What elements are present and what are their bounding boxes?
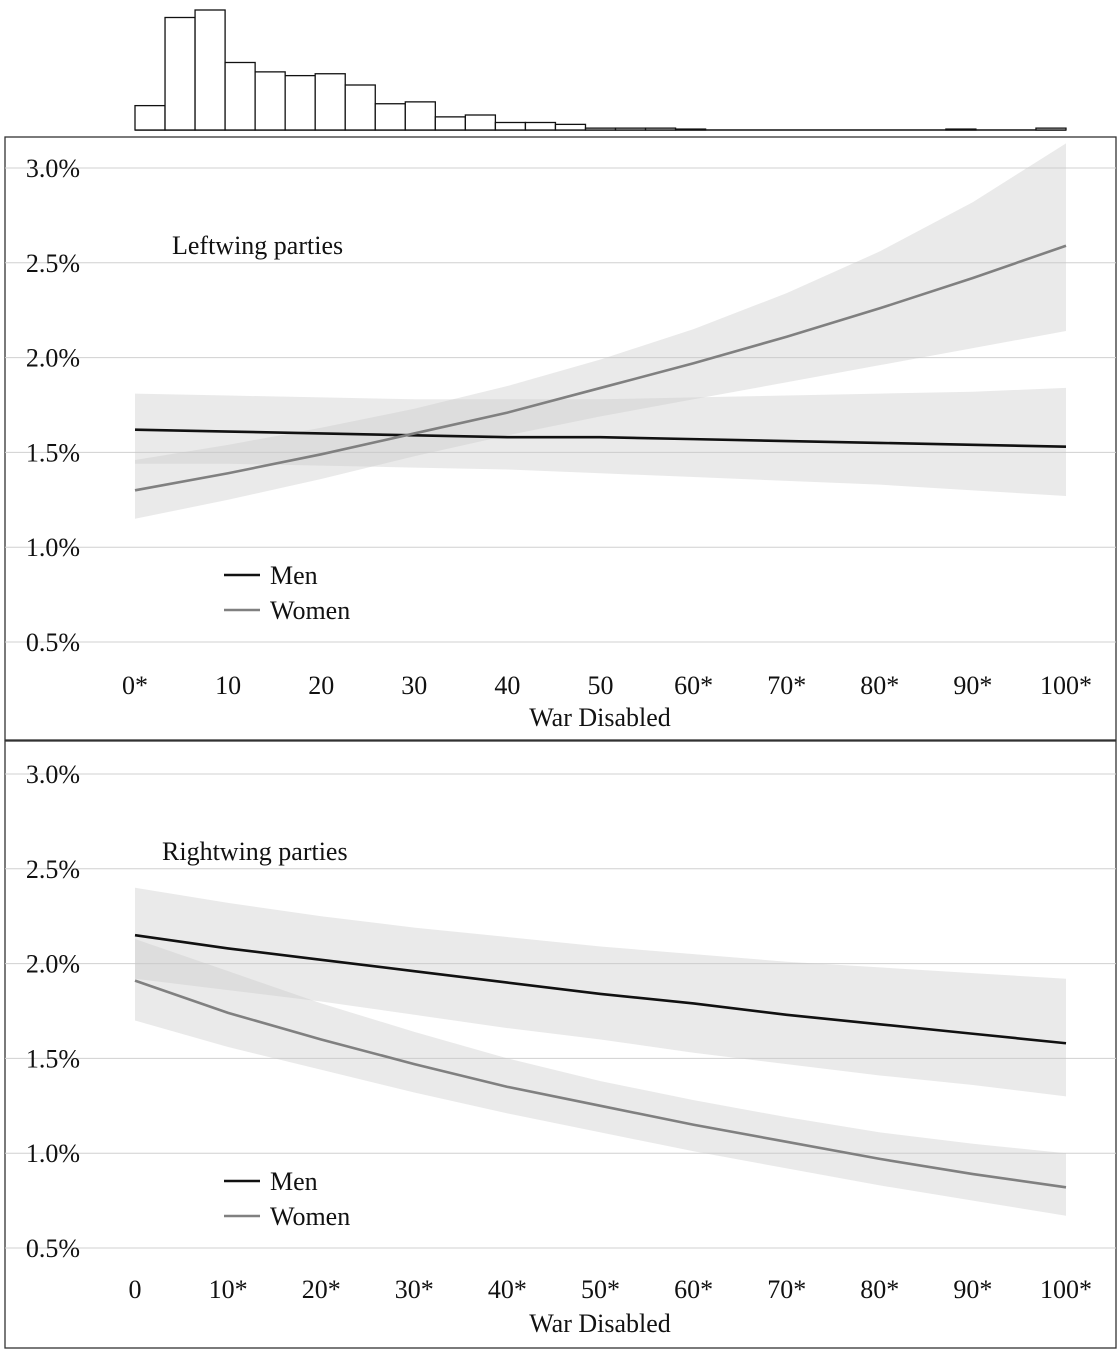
confidence-band — [135, 387, 1066, 497]
histogram-bar — [614, 127, 647, 131]
series-line — [134, 428, 1067, 449]
x-tick-label: 40 — [494, 671, 520, 700]
y-tick-label: 1.5% — [26, 438, 80, 467]
histogram-bar — [254, 71, 286, 131]
x-tick-label: 80* — [860, 1275, 899, 1304]
histogram-bar — [314, 73, 346, 131]
confidence-band — [135, 938, 1066, 1216]
x-tick-label: 40* — [488, 1275, 527, 1304]
x-tick-label: 90* — [953, 671, 992, 700]
x-tick-label: 0 — [129, 1275, 142, 1304]
x-tick-label: 30 — [401, 671, 427, 700]
x-tick-label: 70* — [767, 671, 806, 700]
x-tick-labels: 0* 10 20 30 40 50 60* 70* 80* 90* 100* — [122, 671, 1092, 700]
x-tick-label: 60* — [674, 671, 713, 700]
y-tick-label: 3.0% — [26, 154, 80, 183]
legend-label: Women — [270, 596, 350, 625]
panel-rightwing: 0.5% 1.0% 1.5% 2.0% 2.5% 3.0% 0 10* 20* 30* 40* 50… — [4, 740, 1117, 1349]
legend-label: Women — [270, 1202, 350, 1231]
panel-leftwing: 0.5% 1.0% 1.5% 2.0% 2.5% 3.0% 0* 10 20 30 40 50 60*… — [4, 136, 1117, 741]
histogram-bar — [644, 127, 677, 131]
y-tick-labels: 0.5% 1.0% 1.5% 2.0% 2.5% 3.0% — [26, 154, 80, 657]
panel-title: Rightwing parties — [162, 837, 348, 866]
confidence-band — [135, 887, 1066, 1097]
x-tick-label: 20* — [302, 1275, 341, 1304]
panel-border — [4, 740, 1117, 1349]
histogram-bar — [434, 116, 467, 131]
legend-label: Men — [270, 1167, 318, 1196]
histogram-bar — [134, 104, 166, 131]
x-tick-label: 100* — [1040, 671, 1092, 700]
confidence-band — [135, 143, 1066, 519]
histogram-bar — [945, 128, 977, 131]
y-tick-label: 2.0% — [26, 344, 80, 373]
histogram-bar — [464, 114, 497, 131]
y-tick-label: 1.0% — [26, 1139, 80, 1168]
x-tick-label: 50 — [588, 671, 614, 700]
histogram-bar — [374, 103, 406, 131]
x-tick-label: 70* — [767, 1275, 806, 1304]
x-tick-label: 0* — [122, 671, 148, 700]
histogram-bar — [224, 61, 256, 131]
y-grid — [5, 167, 1116, 643]
series-line — [134, 979, 1067, 1189]
histogram-bar — [554, 123, 587, 131]
x-tick-label: 10* — [209, 1275, 248, 1304]
histogram-bar — [404, 101, 436, 131]
histogram-bar — [674, 128, 707, 131]
y-tick-label: 0.5% — [26, 1234, 80, 1263]
x-tick-label: 100* — [1040, 1275, 1092, 1304]
histogram-bar — [284, 74, 316, 131]
x-tick-label: 10 — [215, 671, 241, 700]
y-tick-label: 0.5% — [26, 628, 80, 657]
histogram-bar — [524, 121, 557, 131]
histogram-bar — [584, 127, 617, 131]
y-tick-label: 1.5% — [26, 1044, 80, 1073]
x-tick-label: 60* — [674, 1275, 713, 1304]
histogram-bar — [344, 84, 376, 131]
y-tick-labels: 0.5% 1.0% 1.5% 2.0% 2.5% 3.0% — [26, 760, 80, 1263]
series-line — [134, 244, 1067, 492]
x-tick-label: 30* — [395, 1275, 434, 1304]
marginal-histogram — [134, 9, 1067, 131]
x-tick-labels: 0 10* 20* 30* 40* 50* 60* 70* 80* 90* 100* — [129, 1275, 1093, 1304]
legend: Men Women — [224, 1167, 350, 1231]
y-tick-label: 3.0% — [26, 760, 80, 789]
x-tick-label: 50* — [581, 1275, 620, 1304]
series-lines — [134, 244, 1067, 492]
histogram-bar — [164, 16, 196, 131]
y-tick-label: 2.5% — [26, 249, 80, 278]
y-tick-label: 2.5% — [26, 855, 80, 884]
x-tick-label: 90* — [953, 1275, 992, 1304]
panel-border — [4, 136, 1117, 741]
histogram-bar — [194, 9, 226, 131]
panel-title: Leftwing parties — [172, 231, 343, 260]
histogram-bar — [1035, 127, 1067, 131]
confidence-bands — [135, 143, 1066, 519]
y-tick-label: 2.0% — [26, 950, 80, 979]
x-axis-label: War Disabled — [529, 703, 671, 732]
legend: Men Women — [224, 561, 350, 625]
y-tick-label: 1.0% — [26, 533, 80, 562]
legend-label: Men — [270, 561, 318, 590]
x-tick-label: 80* — [860, 671, 899, 700]
x-axis-label: War Disabled — [529, 1309, 671, 1338]
series-line — [134, 933, 1067, 1045]
x-tick-label: 20 — [308, 671, 334, 700]
y-grid — [5, 773, 1116, 1249]
series-lines — [134, 933, 1067, 1189]
confidence-bands — [135, 887, 1066, 1216]
histogram-bar — [494, 121, 527, 131]
